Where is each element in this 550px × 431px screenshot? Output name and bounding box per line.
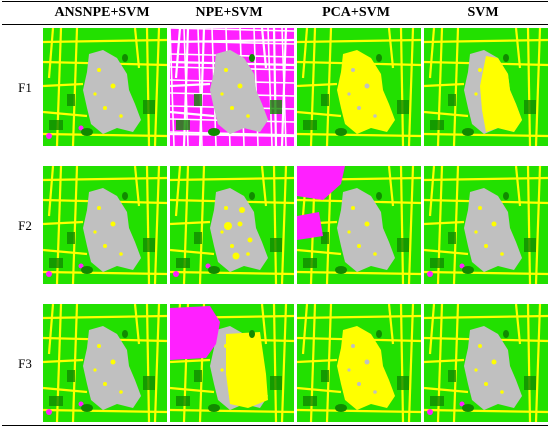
classification-map-f3-3	[297, 304, 421, 422]
column-header-svm: SVM	[467, 5, 499, 20]
classification-map-f1-4	[424, 28, 548, 146]
classification-map-f3-1	[43, 304, 167, 422]
classification-map-f2-2	[170, 166, 294, 284]
map-image	[297, 28, 421, 146]
classification-map-f1-2	[170, 28, 294, 146]
header-rule	[2, 24, 548, 25]
map-image	[170, 304, 294, 422]
map-image	[43, 166, 167, 284]
map-image	[43, 304, 167, 422]
row-label-f1: F1	[18, 80, 32, 95]
classification-map-f2-3	[297, 166, 421, 284]
bottom-rule	[2, 425, 548, 426]
classification-map-f2-4	[424, 166, 548, 284]
classification-map-f1-3	[297, 28, 421, 146]
classification-map-f1-1	[43, 28, 167, 146]
row-label-f2: F2	[18, 218, 32, 233]
map-image	[424, 166, 548, 284]
column-header-npe-svm: NPE+SVM	[195, 5, 263, 20]
map-image	[424, 28, 548, 146]
column-header-ansnpe-svm: ANSNPE+SVM	[54, 5, 150, 20]
classification-map-f2-1	[43, 166, 167, 284]
map-image	[424, 304, 548, 422]
classification-map-f3-4	[424, 304, 548, 422]
classification-map-f3-2	[170, 304, 294, 422]
map-image	[297, 166, 421, 284]
map-image	[170, 166, 294, 284]
map-image	[43, 28, 167, 146]
map-image	[297, 304, 421, 422]
top-rule	[2, 1, 548, 2]
map-image	[170, 28, 294, 146]
column-header-pca-svm: PCA+SVM	[322, 5, 390, 20]
row-label-f3: F3	[18, 356, 32, 371]
